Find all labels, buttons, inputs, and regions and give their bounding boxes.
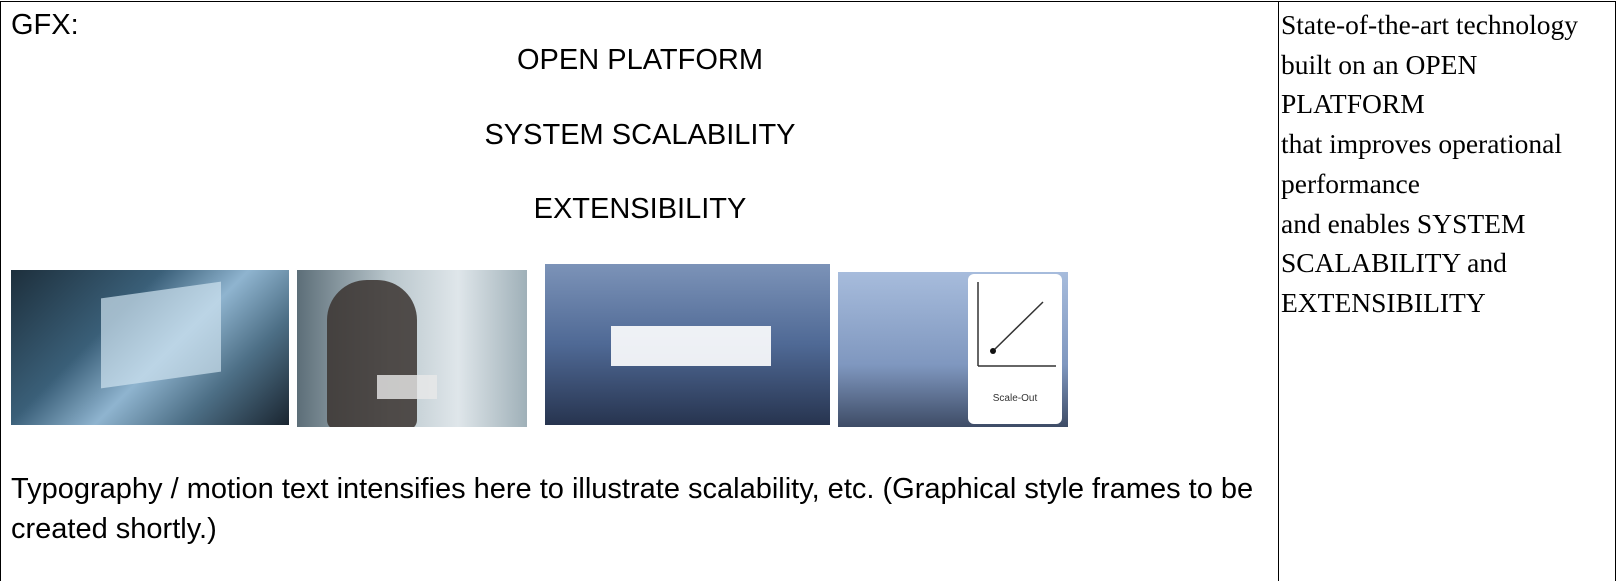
screen bbox=[101, 281, 221, 389]
right-cell: State-of-the-art technology built on an … bbox=[1278, 1, 1616, 581]
card: Scale-Out bbox=[968, 274, 1062, 424]
icon-strip bbox=[611, 326, 771, 366]
label: GFX: bbox=[11, 9, 79, 41]
image bbox=[297, 270, 527, 427]
image bbox=[545, 264, 830, 425]
paragraph: and enables SYSTEM SCALABILITY and EXTEN… bbox=[1281, 207, 1526, 318]
heading: SYSTEM SCALABILITY bbox=[484, 119, 796, 151]
heading: EXTENSIBILITY bbox=[533, 193, 747, 225]
image: Scale-Out bbox=[838, 272, 1068, 427]
card-label: Scale-Out bbox=[992, 393, 1038, 404]
paragraph: that improves operational performance bbox=[1281, 128, 1563, 199]
card-graphic bbox=[977, 282, 1056, 367]
heading: OPEN PLATFORM bbox=[517, 44, 763, 76]
paragraph: State-of-the-art technology built on an … bbox=[1281, 9, 1579, 120]
left-cell: GFX: OPEN PLATFORM SYSTEM SCALABILITY EX… bbox=[0, 1, 1278, 581]
caption: Typography / motion text intensifies her… bbox=[11, 473, 1254, 545]
widget bbox=[377, 375, 437, 399]
image bbox=[11, 270, 289, 425]
figure bbox=[327, 280, 417, 427]
